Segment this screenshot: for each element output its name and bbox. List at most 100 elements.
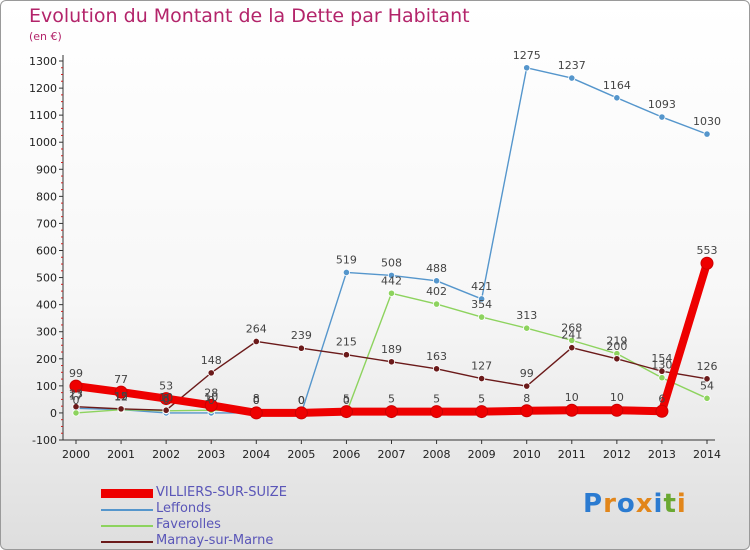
data-point — [387, 358, 396, 366]
data-label: 5 — [343, 393, 350, 406]
data-point — [703, 394, 711, 402]
data-label: 126 — [697, 360, 718, 373]
x-tick-label: 2000 — [62, 448, 90, 461]
data-label: 23 — [69, 388, 83, 401]
data-label: 148 — [201, 354, 222, 367]
data-label: 313 — [516, 309, 537, 322]
data-point — [432, 277, 441, 285]
data-label: 6 — [658, 392, 665, 405]
data-point — [523, 64, 531, 72]
x-tick-label: 2009 — [468, 448, 496, 461]
data-point — [72, 403, 80, 411]
data-point — [69, 379, 83, 393]
data-label: 1164 — [603, 79, 631, 92]
y-tick-label: 200 — [36, 353, 57, 366]
data-point — [478, 295, 486, 303]
data-point — [523, 382, 531, 390]
y-tick-label: 700 — [36, 217, 57, 230]
y-tick-label: 100 — [36, 380, 57, 393]
data-point — [568, 74, 576, 82]
data-label: 17 — [69, 389, 83, 402]
x-tick-label: 2002 — [152, 448, 180, 461]
data-point — [162, 406, 170, 414]
y-tick-label: 400 — [36, 299, 57, 312]
data-label: 127 — [471, 360, 492, 373]
y-tick-label: 1200 — [29, 82, 57, 95]
data-label: 0 — [253, 394, 260, 407]
proxiti-logo: Proxiti — [583, 489, 687, 519]
data-point — [432, 365, 441, 373]
logo-letter: P — [583, 489, 604, 519]
data-point — [520, 404, 534, 418]
data-label: 442 — [381, 274, 402, 287]
x-tick-label: 2011 — [558, 448, 586, 461]
data-label: 8 — [523, 392, 530, 405]
x-tick-label: 2012 — [603, 448, 631, 461]
y-tick-label: 500 — [36, 272, 57, 285]
data-label: 200 — [606, 340, 627, 353]
data-label: 99 — [520, 367, 534, 380]
data-label: 53 — [159, 380, 173, 393]
data-point — [294, 406, 308, 420]
data-label: 239 — [291, 329, 312, 342]
data-label: 219 — [606, 335, 627, 348]
data-label: 488 — [426, 262, 447, 275]
y-tick-label: 800 — [36, 190, 57, 203]
y-tick-label: 600 — [36, 245, 57, 258]
data-label: 12 — [114, 391, 128, 404]
data-label: 1030 — [693, 115, 721, 128]
data-label: 553 — [697, 244, 718, 257]
data-point — [432, 300, 441, 308]
data-label: 10 — [610, 391, 624, 404]
data-point — [159, 392, 173, 406]
data-point — [249, 406, 263, 420]
data-point — [385, 405, 398, 419]
data-label: 354 — [471, 298, 492, 311]
data-label: 402 — [426, 285, 447, 298]
data-point — [565, 403, 579, 417]
legend-label: VILLIERS-SUR-SUIZE — [156, 485, 287, 500]
data-point — [478, 374, 486, 383]
data-point — [703, 375, 711, 383]
y-tick-label: 1000 — [29, 136, 57, 149]
data-label: 130 — [651, 359, 672, 372]
legend-swatch — [101, 525, 153, 527]
data-label: 10 — [565, 391, 579, 404]
x-tick-label: 2007 — [378, 448, 406, 461]
x-tick-label: 2003 — [197, 448, 225, 461]
data-label: 5 — [388, 393, 395, 406]
y-tick-label: 1300 — [29, 55, 57, 68]
data-label: 0 — [163, 394, 170, 407]
data-point — [523, 324, 531, 332]
data-point — [613, 355, 621, 363]
data-label: 10 — [204, 391, 218, 404]
x-tick-label: 2004 — [242, 448, 270, 461]
data-label: 0 — [73, 394, 80, 407]
data-point — [430, 405, 444, 419]
data-point — [114, 385, 128, 399]
data-point — [117, 405, 125, 413]
data-label: 0 — [343, 394, 350, 407]
logo-letter: r — [603, 489, 617, 519]
data-point — [658, 113, 666, 121]
data-point — [568, 344, 576, 352]
data-label: 421 — [471, 280, 492, 293]
data-point — [703, 130, 711, 138]
data-point — [475, 405, 489, 419]
logo-letter: i — [676, 489, 687, 519]
data-point — [700, 256, 714, 270]
data-label: 0 — [253, 394, 260, 407]
data-label: 508 — [381, 256, 402, 269]
chart-unit: (en €) — [29, 30, 62, 43]
data-label: 8 — [253, 392, 260, 405]
data-label: 264 — [246, 322, 267, 335]
data-point — [568, 336, 576, 344]
x-tick-label: 2010 — [513, 448, 541, 461]
x-tick-label: 2006 — [332, 448, 360, 461]
data-label: 1275 — [513, 49, 541, 62]
data-label: 215 — [336, 336, 357, 349]
data-label: 77 — [114, 373, 128, 386]
data-point — [658, 374, 666, 382]
